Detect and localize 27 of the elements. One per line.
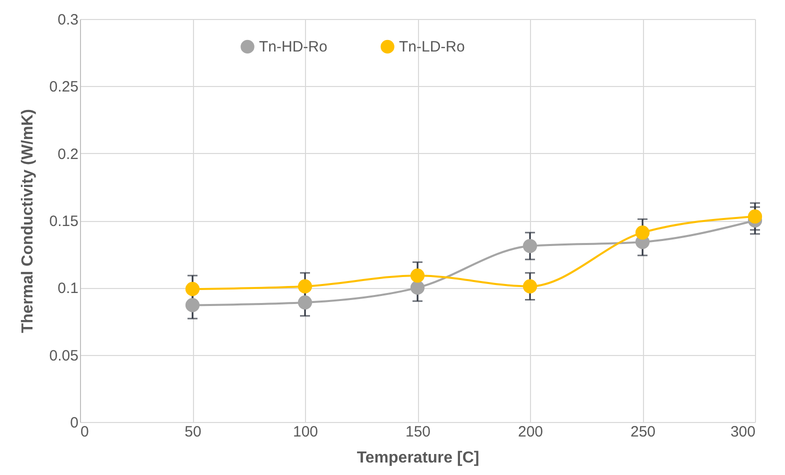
point <box>410 280 425 295</box>
point <box>522 238 538 254</box>
point <box>522 279 538 294</box>
y-tick-label: 0.2 <box>58 146 78 163</box>
y-tick-label: 0.05 <box>49 347 78 364</box>
point <box>298 279 312 294</box>
point <box>410 268 425 283</box>
y-tick-label: 0.3 <box>58 12 78 28</box>
x-tick-label: 250 <box>630 424 656 440</box>
x-tick-label: 100 <box>292 424 318 440</box>
x-tick-label: 300 <box>730 424 756 440</box>
x-tick-label: 0 <box>80 424 89 440</box>
point <box>185 298 200 312</box>
legend-label: Tn-HD-Ro <box>259 38 328 56</box>
point <box>748 209 762 224</box>
legend-label: Tn-LD-Ro <box>399 38 465 56</box>
y-tick-label: 0.25 <box>49 78 78 96</box>
x-tick-label: 50 <box>184 424 202 440</box>
y-tick-label: 0.15 <box>49 213 78 230</box>
point <box>185 282 200 296</box>
x-tick-label: 200 <box>518 424 544 440</box>
x-tick-label: 150 <box>405 424 431 440</box>
y-tick-label: 0.1 <box>58 280 78 298</box>
x-axis-title: Temperature [C] <box>356 450 480 466</box>
point <box>298 295 312 310</box>
point <box>635 226 650 240</box>
y-axis-title: Thermal Conductivity (W/mK) <box>19 108 36 334</box>
